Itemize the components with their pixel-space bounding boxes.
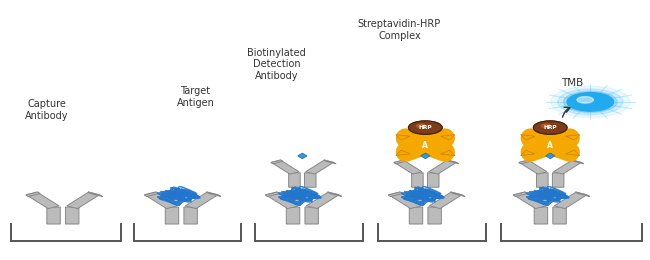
- FancyBboxPatch shape: [428, 173, 439, 187]
- Polygon shape: [266, 192, 298, 209]
- FancyBboxPatch shape: [66, 207, 79, 224]
- Circle shape: [564, 91, 617, 113]
- Polygon shape: [447, 160, 459, 164]
- Circle shape: [558, 89, 623, 115]
- Circle shape: [541, 124, 551, 128]
- Polygon shape: [271, 160, 283, 164]
- Circle shape: [408, 121, 442, 134]
- Polygon shape: [306, 160, 333, 174]
- Circle shape: [538, 123, 562, 132]
- Polygon shape: [421, 153, 430, 159]
- Text: TMB: TMB: [561, 78, 583, 88]
- Circle shape: [567, 93, 614, 111]
- Polygon shape: [450, 192, 465, 197]
- Text: A: A: [422, 141, 428, 149]
- Circle shape: [551, 86, 630, 118]
- FancyBboxPatch shape: [552, 207, 566, 224]
- Polygon shape: [67, 192, 99, 209]
- Circle shape: [534, 121, 567, 134]
- Polygon shape: [514, 192, 547, 209]
- Text: HRP: HRP: [419, 125, 432, 130]
- Polygon shape: [566, 135, 580, 140]
- Polygon shape: [396, 150, 410, 155]
- Polygon shape: [519, 160, 531, 164]
- Text: HRP: HRP: [543, 125, 557, 130]
- Polygon shape: [144, 192, 159, 197]
- Polygon shape: [88, 192, 103, 197]
- FancyBboxPatch shape: [165, 207, 179, 224]
- Polygon shape: [441, 135, 455, 140]
- FancyBboxPatch shape: [304, 173, 316, 187]
- Polygon shape: [566, 150, 580, 155]
- FancyBboxPatch shape: [305, 207, 318, 224]
- FancyBboxPatch shape: [552, 173, 564, 187]
- FancyBboxPatch shape: [286, 207, 300, 224]
- Polygon shape: [388, 192, 402, 197]
- Polygon shape: [428, 160, 456, 174]
- Polygon shape: [571, 160, 584, 164]
- FancyBboxPatch shape: [289, 173, 300, 187]
- Polygon shape: [26, 192, 59, 209]
- Polygon shape: [265, 192, 280, 197]
- Polygon shape: [394, 160, 406, 164]
- Polygon shape: [185, 192, 218, 209]
- Circle shape: [413, 123, 437, 132]
- FancyBboxPatch shape: [184, 207, 198, 224]
- Circle shape: [577, 97, 593, 103]
- Polygon shape: [545, 153, 555, 159]
- Polygon shape: [519, 160, 547, 174]
- Polygon shape: [207, 192, 221, 197]
- Polygon shape: [521, 135, 535, 140]
- Polygon shape: [298, 153, 307, 159]
- Polygon shape: [396, 135, 410, 140]
- Polygon shape: [575, 192, 590, 197]
- Polygon shape: [521, 150, 535, 155]
- FancyBboxPatch shape: [428, 207, 441, 224]
- Text: A: A: [547, 141, 553, 149]
- Polygon shape: [441, 150, 455, 155]
- Polygon shape: [429, 192, 462, 209]
- Text: Streptavidin-HRP
Complex: Streptavidin-HRP Complex: [358, 20, 441, 41]
- FancyBboxPatch shape: [47, 207, 60, 224]
- FancyBboxPatch shape: [536, 173, 548, 187]
- Polygon shape: [513, 192, 528, 197]
- Polygon shape: [26, 192, 40, 197]
- Polygon shape: [389, 192, 421, 209]
- Polygon shape: [328, 192, 342, 197]
- Circle shape: [417, 124, 426, 128]
- FancyBboxPatch shape: [411, 173, 423, 187]
- Text: Biotinylated
Detection
Antibody: Biotinylated Detection Antibody: [247, 48, 306, 81]
- Polygon shape: [324, 160, 336, 164]
- FancyBboxPatch shape: [410, 207, 422, 224]
- Polygon shape: [554, 160, 581, 174]
- Polygon shape: [271, 160, 299, 174]
- Polygon shape: [554, 192, 587, 209]
- Text: Target
Antigen: Target Antigen: [177, 86, 214, 108]
- Polygon shape: [145, 192, 177, 209]
- Text: Capture
Antibody: Capture Antibody: [25, 99, 68, 121]
- FancyBboxPatch shape: [534, 207, 548, 224]
- Polygon shape: [394, 160, 422, 174]
- Polygon shape: [306, 192, 339, 209]
